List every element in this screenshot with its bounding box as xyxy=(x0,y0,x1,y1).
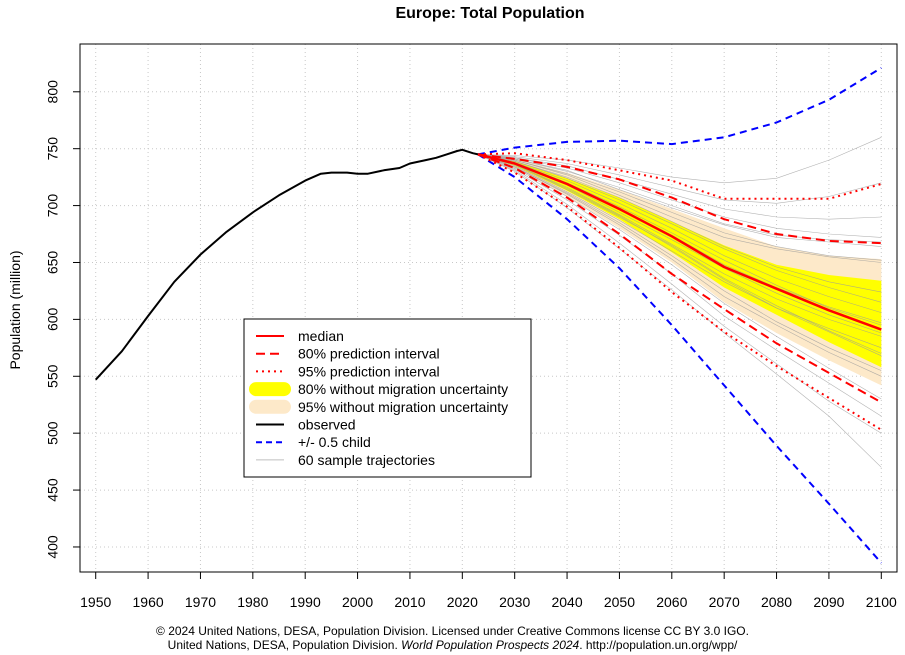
x-tick-label: 2020 xyxy=(447,594,478,610)
x-tick-label: 1970 xyxy=(185,594,216,610)
sample-trajectory-line xyxy=(477,154,882,434)
sample-trajectory-line xyxy=(477,154,882,263)
legend-label: 95% without migration uncertainty xyxy=(298,399,508,415)
sample-trajectory-line xyxy=(477,154,882,303)
plot-frame xyxy=(79,43,898,573)
pi95-lower-line xyxy=(477,153,882,431)
sample-trajectory-line xyxy=(477,154,882,313)
x-tick-label: 1960 xyxy=(133,594,164,610)
band-80-no-migration xyxy=(478,154,882,368)
x-tick-label: 1980 xyxy=(237,594,268,610)
x-tick-label: 2050 xyxy=(604,594,635,610)
minus-half-child-line xyxy=(477,153,883,564)
axes: 1950 1960 1970 1980 1990 2000 2010 2020 2030 2040… xyxy=(45,80,897,610)
uncertainty-bands xyxy=(478,154,882,386)
legend-label: 60 sample trajectories xyxy=(298,452,435,468)
y-tick-label: 650 xyxy=(45,251,61,275)
citation-title: World Population Prospects 2024 xyxy=(401,638,580,652)
projection-lines xyxy=(94,67,883,564)
copyright-footer: © 2024 United Nations, DESA, Population … xyxy=(156,624,749,638)
sample-trajectory-line xyxy=(477,154,882,238)
y-axis-label: Population (million) xyxy=(7,250,23,369)
x-tick-label: 2060 xyxy=(656,594,687,610)
citation-footer: United Nations, DESA, Population Divisio… xyxy=(0,638,905,652)
x-tick-label: 2100 xyxy=(866,594,897,610)
citation-suffix: . http://population.un.org/wpp/ xyxy=(579,638,738,652)
sample-trajectory-line xyxy=(477,154,882,247)
legend-label: median xyxy=(298,328,344,344)
median-line xyxy=(477,153,882,331)
band-95-no-migration xyxy=(478,154,882,386)
sample-trajectory-line xyxy=(477,154,882,354)
y-tick-label: 800 xyxy=(45,80,61,104)
x-tick-label: 1990 xyxy=(290,594,321,610)
y-tick-label: 450 xyxy=(45,478,61,502)
citation-prefix: United Nations, DESA, Population Divisio… xyxy=(167,638,402,652)
x-tick-label: 2070 xyxy=(709,594,740,610)
x-tick-label: 2030 xyxy=(499,594,530,610)
sample-trajectory-line xyxy=(477,154,882,243)
y-tick-label: 550 xyxy=(45,364,61,388)
pi80-lower-line xyxy=(477,153,882,404)
legend-label: 80% without migration uncertainty xyxy=(298,381,508,397)
observed-line xyxy=(94,148,479,381)
sample-trajectory-line xyxy=(477,154,882,220)
legend-label: +/- 0.5 child xyxy=(298,434,371,450)
sample-trajectory-line xyxy=(477,154,882,293)
y-tick-label: 700 xyxy=(45,194,61,218)
sample-trajectory-line xyxy=(477,154,882,377)
x-tick-label: 2040 xyxy=(551,594,582,610)
y-tick-label: 750 xyxy=(45,137,61,161)
sample-trajectory-line xyxy=(477,154,882,204)
legend-label: 80% prediction interval xyxy=(298,346,440,362)
x-tick-label: 1950 xyxy=(80,594,111,610)
sample-trajectory-line xyxy=(477,154,882,371)
pi95-upper-line xyxy=(477,152,882,200)
pi80-upper-line xyxy=(477,153,882,245)
chart-title: Europe: Total Population xyxy=(395,5,584,22)
plus-half-child-line xyxy=(477,67,882,156)
x-tick-label: 2090 xyxy=(813,594,844,610)
legend-label: observed xyxy=(298,417,356,433)
legend-label: 95% prediction interval xyxy=(298,363,440,379)
sample-trajectory-line xyxy=(477,154,882,349)
y-tick-label: 600 xyxy=(45,307,61,331)
y-tick-label: 400 xyxy=(45,535,61,559)
sample-trajectory-line xyxy=(477,154,882,261)
sample-trajectory-line xyxy=(477,137,882,184)
y-tick-label: 500 xyxy=(45,421,61,445)
x-tick-label: 2000 xyxy=(342,594,373,610)
sample-trajectory-line xyxy=(477,154,882,357)
x-tick-label: 2010 xyxy=(394,594,425,610)
x-tick-label: 2080 xyxy=(761,594,792,610)
legend-box xyxy=(243,318,532,478)
sample-trajectory-line xyxy=(477,154,882,337)
